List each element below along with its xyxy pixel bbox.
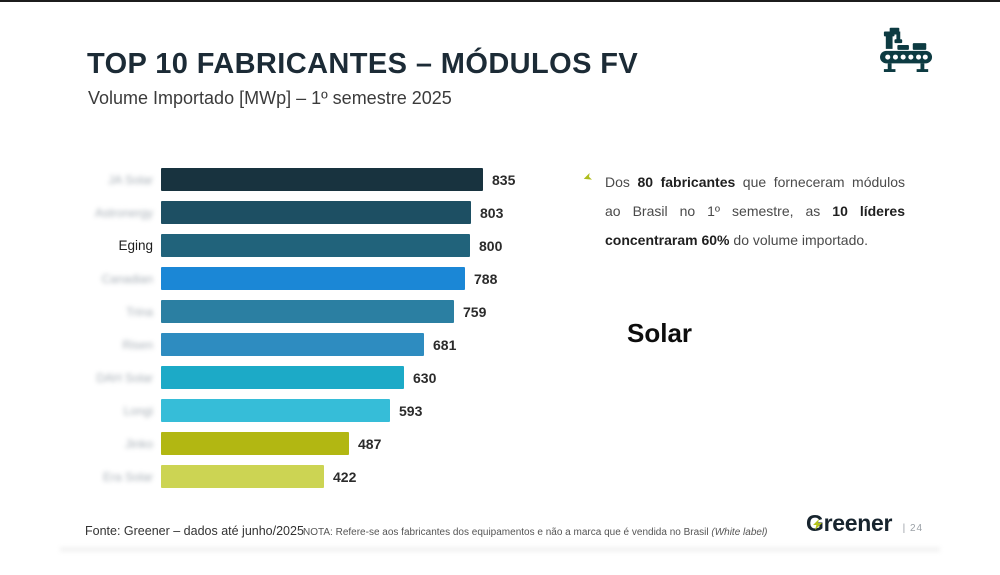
annotation-bold-segment: 80 fabricantes — [637, 174, 736, 190]
bar — [161, 465, 324, 488]
chart-row: Trina 759 — [85, 300, 515, 323]
source-text: Fonte: Greener – dados até junho/2025 — [85, 524, 304, 538]
footnote-italic: (White label) — [711, 527, 768, 538]
value-label: 681 — [433, 336, 457, 353]
bar-chart: JA Solar 835 Astronergy 803 Eging 800 Canadian… — [85, 168, 515, 498]
category-label: Canadian — [101, 271, 153, 286]
page-number: | 24 — [902, 523, 924, 534]
value-label: 788 — [474, 270, 498, 287]
annotation-segment: do volume importado. — [729, 232, 869, 248]
value-label: 593 — [399, 402, 423, 419]
lightning-bolt-icon — [813, 519, 822, 530]
value-label: 759 — [463, 303, 487, 320]
bar — [161, 333, 424, 356]
bar — [161, 300, 454, 323]
category-label: Risen — [122, 337, 153, 352]
bar — [161, 366, 404, 389]
category-label: Astronergy — [94, 205, 153, 220]
bar — [161, 432, 349, 455]
category-label: Jinko — [124, 436, 153, 451]
page-title: TOP 10 FABRICANTES – MÓDULOS FV — [87, 48, 639, 80]
value-label: 630 — [413, 369, 437, 386]
chart-row: Eging 800 — [85, 234, 515, 257]
top-edge-line — [0, 0, 1000, 2]
value-label: 800 — [479, 237, 503, 254]
solar-overlay-text: Solar — [627, 318, 693, 348]
bar-rows: JA Solar 835 Astronergy 803 Eging 800 Canadian… — [85, 168, 515, 488]
annotation-block: ➤ Dos 80 fabricantes que forneceram módu… — [581, 168, 905, 255]
category-label: Eging — [118, 238, 153, 253]
value-label: 487 — [358, 435, 382, 452]
annotation-segment: Dos — [605, 174, 638, 190]
category-label: Era Solar — [102, 469, 153, 484]
footnote-prefix: NOTA: Refere-se aos fabricantes dos equi… — [303, 527, 712, 538]
chart-row: Astronergy 803 — [85, 201, 515, 224]
chart-row: Jinko 487 — [85, 432, 515, 455]
value-label: 835 — [492, 171, 516, 188]
annotation-segment: que forneceram módulos ao Brasil no 1º s… — [605, 174, 905, 219]
bar — [161, 267, 465, 290]
arrow-bullet-icon: ➤ — [581, 169, 594, 185]
chart-row: Longi 593 — [85, 399, 515, 422]
category-label: DAH Solar — [96, 370, 153, 385]
bar — [161, 234, 470, 257]
bottom-edge-artifact — [60, 547, 940, 552]
value-label: 803 — [480, 204, 504, 221]
annotation-text: Dos 80 fabricantes que forneceram módulo… — [605, 168, 905, 255]
chart-row: DAH Solar 630 — [85, 366, 515, 389]
value-label: 422 — [333, 468, 357, 485]
category-label: JA Solar — [108, 172, 153, 187]
factory-conveyor-icon — [876, 20, 938, 72]
bar — [161, 168, 483, 191]
footnote-text: NOTA: Refere-se aos fabricantes dos equi… — [303, 527, 768, 538]
category-label: Trina — [126, 304, 153, 319]
bar — [161, 201, 471, 224]
annotation-bold-segment: 10 líderes concentraram 60% — [605, 203, 905, 248]
category-label: Longi — [123, 403, 153, 418]
bar — [161, 399, 390, 422]
page-subtitle: Volume Importado [MWp] – 1º semestre 202… — [88, 88, 452, 108]
chart-row: Canadian 788 — [85, 267, 515, 290]
chart-row: Risen 681 — [85, 333, 515, 356]
chart-row: JA Solar 835 — [85, 168, 515, 191]
greener-logo: Greener | 24 — [806, 510, 923, 537]
chart-row: Era Solar 422 — [85, 465, 515, 488]
